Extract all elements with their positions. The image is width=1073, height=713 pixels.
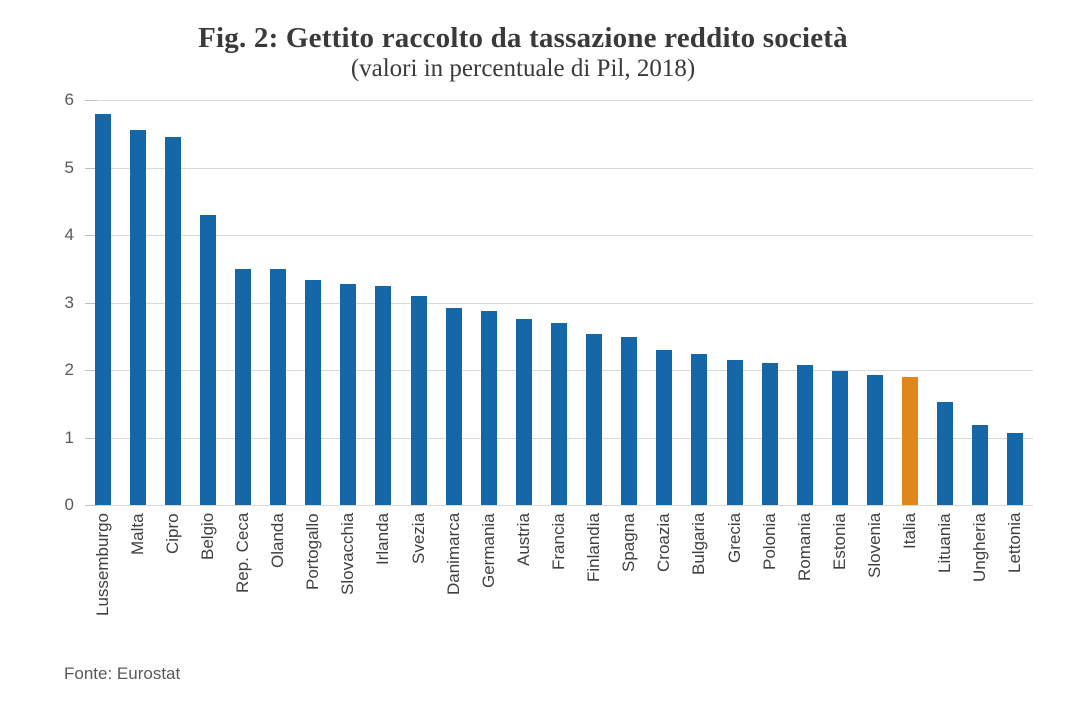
bar-estonia: [831, 371, 848, 505]
bar-finlandia: [586, 333, 603, 505]
gridline-y0: [85, 505, 1033, 506]
x-axis-label-francia: Francia: [549, 513, 568, 570]
bar-lituania: [937, 402, 954, 505]
x-axis-label-croazia: Croazia: [654, 513, 674, 572]
y-tickmark-2: [85, 370, 97, 371]
x-axis-label-malta: Malta: [127, 513, 147, 555]
x-axis-label-germania: Germania: [478, 513, 498, 588]
y-axis-label-5: 5: [64, 157, 74, 177]
x-axis-label-spagna: Spagna: [619, 513, 639, 572]
bar-belgio: [199, 214, 216, 505]
y-axis-label-1: 1: [64, 427, 74, 447]
x-axis-label-olanda: Olanda: [268, 513, 288, 568]
bar-lettonia: [1007, 433, 1024, 505]
gridline-y5: [85, 167, 1033, 169]
x-axis-label-estonia: Estonia: [829, 513, 849, 570]
bar-italia: [902, 377, 919, 505]
x-axis-label-lituania: Lituania: [935, 513, 955, 573]
x-axis-label-svezia: Svezia: [408, 513, 428, 565]
bar-olanda: [270, 268, 287, 505]
x-axis-label-irlanda: Irlanda: [373, 513, 393, 565]
x-axis-label-belgio: Belgio: [197, 513, 217, 561]
bar-austria: [515, 318, 532, 505]
x-axis-label-austria: Austria: [513, 513, 533, 566]
bar-spagna: [621, 336, 638, 505]
bar-grecia: [726, 359, 743, 505]
chart-title: Fig. 2: Gettito raccolto da tassazione r…: [198, 22, 848, 54]
bar-croazia: [656, 349, 673, 505]
bar-portogallo: [305, 280, 322, 505]
x-axis-label-lussemburgo: Lussemburgo: [92, 513, 112, 617]
y-axis-label-3: 3: [64, 292, 74, 312]
y-tickmark-1: [85, 437, 97, 439]
x-axis-label-lettonia: Lettonia: [1005, 513, 1025, 574]
y-axis-label-0: 0: [64, 495, 74, 514]
chart-subtitle: (valori in percentuale di Pil, 2018): [350, 55, 696, 82]
bar-polonia: [761, 363, 778, 505]
y-axis-label-4: 4: [64, 225, 74, 244]
bar-cipro: [164, 137, 181, 505]
x-axis-label-romania: Romania: [794, 513, 814, 582]
x-axis-label-ungheria: Ungheria: [970, 513, 990, 582]
y-axis-label-2: 2: [64, 360, 74, 379]
bar-danimarca: [445, 307, 462, 505]
x-axis-label-italia: Italia: [900, 513, 920, 549]
x-axis-label-bulgaria: Bulgaria: [689, 513, 709, 576]
x-axis-label-danimarca: Danimarca: [443, 513, 463, 596]
bar-germania: [480, 311, 497, 505]
y-tickmark-5: [85, 167, 97, 169]
y-tickmark-4: [85, 235, 97, 236]
bar-irlanda: [375, 286, 392, 505]
source-note: Fonte: Eurostat: [64, 664, 181, 683]
bar-malta: [129, 130, 146, 505]
y-tickmark-0: [85, 505, 97, 506]
y-tickmark-6: [85, 100, 97, 101]
bar-slovacchia: [340, 284, 357, 505]
gridline-y3: [85, 302, 1033, 304]
x-axis-label-cipro: Cipro: [162, 513, 182, 554]
x-axis-label-finlandia: Finlandia: [584, 513, 604, 582]
x-axis-label-slovacchia: Slovacchia: [338, 513, 358, 596]
bar-ungheria: [972, 424, 989, 505]
gridline-y6: [85, 100, 1033, 101]
x-axis-label-polonia: Polonia: [759, 513, 779, 570]
bar-svezia: [410, 295, 427, 505]
bar-lussemburgo: [94, 113, 111, 505]
y-tickmark-3: [85, 302, 97, 304]
x-axis-label-rep-ceca: Rep. Ceca: [233, 513, 252, 594]
x-axis-label-slovenia: Slovenia: [865, 513, 884, 579]
y-axis-label-6: 6: [64, 90, 74, 109]
bar-francia: [551, 322, 567, 505]
x-axis-label-grecia: Grecia: [724, 513, 744, 564]
bar-bulgaria: [691, 354, 708, 505]
bar-slovenia: [867, 374, 883, 505]
bar-rep-ceca: [235, 268, 251, 505]
gridline-y4: [85, 235, 1033, 236]
x-axis-label-portogallo: Portogallo: [303, 513, 323, 590]
bar-romania: [796, 365, 813, 505]
